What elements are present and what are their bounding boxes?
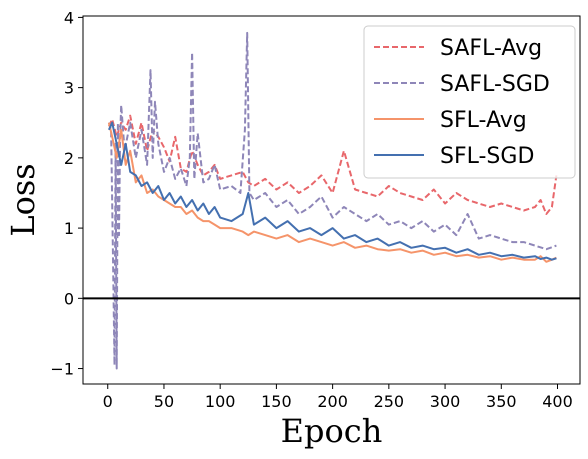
legend-label-safl-avg: SAFL-Avg	[440, 36, 542, 61]
y-tick-label: 4	[64, 8, 74, 27]
x-tick-label: 250	[374, 392, 405, 411]
x-tick-label: 150	[261, 392, 292, 411]
x-tick-label: 0	[103, 392, 113, 411]
y-tick-label: 2	[64, 149, 74, 168]
legend-label-sfl-sgd: SFL-SGD	[440, 144, 534, 169]
x-tick-label: 300	[430, 392, 461, 411]
legend-label-safl-sgd: SAFL-SGD	[440, 72, 550, 97]
y-tick-label: 3	[64, 79, 74, 98]
legend-label-sfl-avg: SFL-Avg	[440, 108, 527, 133]
x-tick-label: 350	[486, 392, 517, 411]
y-tick-label: 1	[64, 219, 74, 238]
y-tick-label: −1	[50, 360, 74, 379]
x-tick-label: 100	[205, 392, 236, 411]
x-tick-label: 400	[542, 392, 573, 411]
y-axis-title: Loss	[4, 163, 42, 236]
x-tick-label: 200	[317, 392, 348, 411]
y-tick-label: 0	[64, 289, 74, 308]
x-axis-title: Epoch	[281, 412, 383, 450]
x-tick-label: 50	[154, 392, 174, 411]
legend: SAFL-Avg SAFL-SGD SFL-Avg SFL-SGD	[364, 26, 575, 178]
